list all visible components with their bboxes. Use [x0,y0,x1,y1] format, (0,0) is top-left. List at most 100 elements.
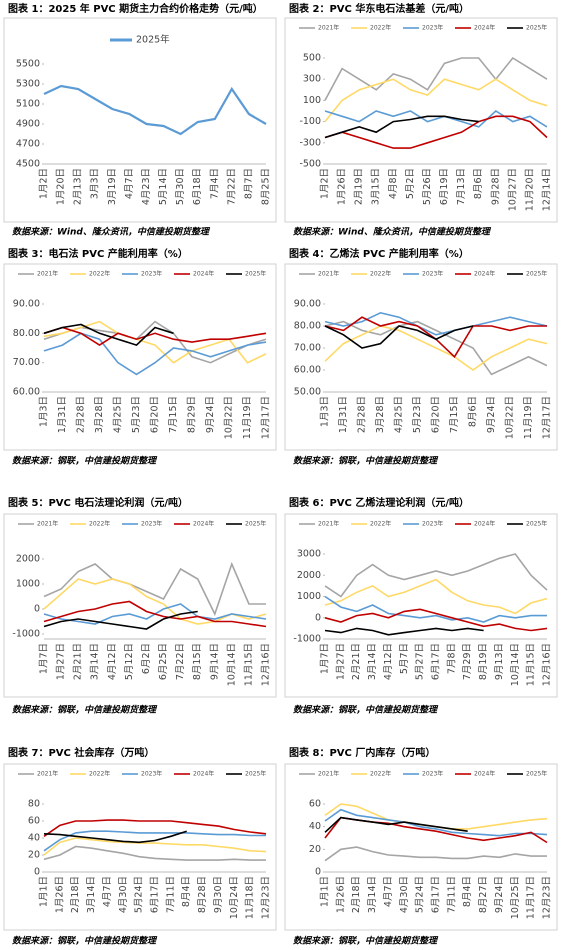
y-tick-label: 500 [303,53,321,64]
y-tick-label: 3000 [297,549,321,560]
legend-label: 2025年 [526,770,547,778]
y-tick-label: 80 [28,799,40,810]
legend-label: 2023年 [422,24,443,32]
y-tick-label: -100 [299,116,321,127]
chart-title: 图表 1：2025 年 PVC 期货主力合约价格走势（元/吨） [8,2,263,15]
x-tick-label: 1月31日 [57,396,68,433]
chart-title: 图表 7：PVC 社会库存（万吨） [8,746,154,759]
x-tick-label: 9月14日 [209,643,220,680]
series-line [324,78,548,123]
x-tick-label: 1月26日 [54,876,65,913]
y-tick-label: 0 [34,867,40,878]
x-tick-label: 12月14日 [542,168,553,211]
x-tick-label: 9月30日 [213,876,224,913]
x-tick-label: 2月19日 [354,168,365,205]
legend-label: 2021年 [37,770,58,778]
y-tick-label: 20 [309,844,321,855]
y-tick-label: -1000 [293,634,321,645]
x-tick-label: 7月13日 [456,168,467,205]
x-tick-label: 2月13日 [73,168,84,205]
x-tick-label: 4月12日 [383,643,394,680]
x-tick-label: 9月13日 [494,643,505,680]
x-tick-label: 12月17日 [542,396,553,439]
x-tick-label: 1月27日 [335,643,346,680]
source-note: 数据来源：钢联，中信建投期货整理 [293,936,439,947]
series-line [324,627,484,636]
legend-label: 2025年 [526,520,547,528]
legend-label: 2021年 [37,270,58,278]
x-tick-label: 9月24日 [494,876,505,913]
x-tick-label: 10月24日 [229,876,240,919]
y-tick-label: 40 [28,833,40,844]
legend-label: 2022年 [370,270,391,278]
x-tick-label: 5月30日 [175,168,186,205]
x-tick-label: 5月12日 [124,643,135,680]
x-tick-label: 3月14日 [86,876,97,913]
y-tick-label: 80.00 [294,321,321,332]
x-tick-label: 4月7日 [124,168,135,199]
legend-label: 2022年 [89,770,110,778]
y-tick-label: 60 [309,799,321,810]
x-tick-label: 5月24日 [415,876,426,913]
x-tick-label: 4月30日 [118,876,129,913]
series-line [324,109,548,128]
y-tick-label: 5100 [16,99,40,110]
x-tick-label: 7月15日 [449,396,460,433]
y-tick-label: 70.00 [294,343,321,354]
x-tick-label: 12月17日 [261,396,272,439]
legend-label: 2023年 [422,520,443,528]
x-tick-label: 11月18日 [245,876,256,919]
x-tick-label: 4月7日 [102,876,113,907]
series-line [43,837,267,856]
x-tick-label: 1月7日 [39,643,50,674]
x-tick-label: 10月27日 [507,168,518,211]
series-line [324,816,548,844]
x-tick-label: 12月23日 [261,876,272,919]
x-tick-label: 2月18日 [351,876,362,913]
series-line [43,830,266,852]
y-tick-label: 4500 [16,159,40,170]
y-tick-label: 0 [315,612,321,623]
chart-frame [284,263,558,451]
x-tick-label: 7月4日 [209,168,220,199]
series-line [43,845,266,861]
legend-label: 2024年 [193,520,214,528]
source-note: 数据来源：Wind、隆众资讯，中信建投期货整理 [293,227,492,238]
x-tick-label: 4月30日 [399,876,410,913]
x-tick-label: 7月29日 [462,643,473,680]
legend-label: 2025年 [526,270,547,278]
x-tick-label: 5月23日 [412,396,423,433]
chart-frame [3,263,277,451]
chart-title: 图表 4：乙烯法 PVC 产能利用率（%） [289,247,469,260]
y-tick-label: 20 [28,850,40,861]
x-tick-label: 10月14日 [226,643,237,686]
x-tick-label: 5月24日 [134,876,145,913]
x-tick-label: 1月26日 [335,876,346,913]
y-tick-label: 4900 [16,119,40,130]
x-tick-label: 7月22日 [226,168,237,205]
chart-frame [3,513,277,698]
x-tick-label: 3月3日 [90,168,101,199]
x-tick-label: 12月23日 [542,876,553,919]
legend-label: 2021年 [318,770,339,778]
x-tick-label: 1月1日 [39,876,50,907]
series-line [324,115,548,149]
x-tick-label: 11月15日 [243,643,254,686]
x-tick-label: 1月7日 [320,643,331,674]
x-tick-label: 4月12日 [107,643,118,680]
legend-label: 2024年 [193,770,214,778]
series-line [43,323,174,347]
series-line [43,84,267,136]
series-line [324,803,548,830]
series-line [43,561,266,617]
x-tick-label: 8月28日 [197,876,208,913]
x-tick-label: 7月15日 [168,396,179,433]
series-line [324,816,468,833]
x-tick-label: 1月1日 [320,876,331,907]
y-tick-label: -1000 [12,629,40,640]
y-tick-label: 50.00 [294,387,321,398]
legend-label: 2023年 [141,270,162,278]
legend-label: 2022年 [370,24,391,32]
legend-label: 2023年 [422,770,443,778]
series-line [43,578,267,625]
